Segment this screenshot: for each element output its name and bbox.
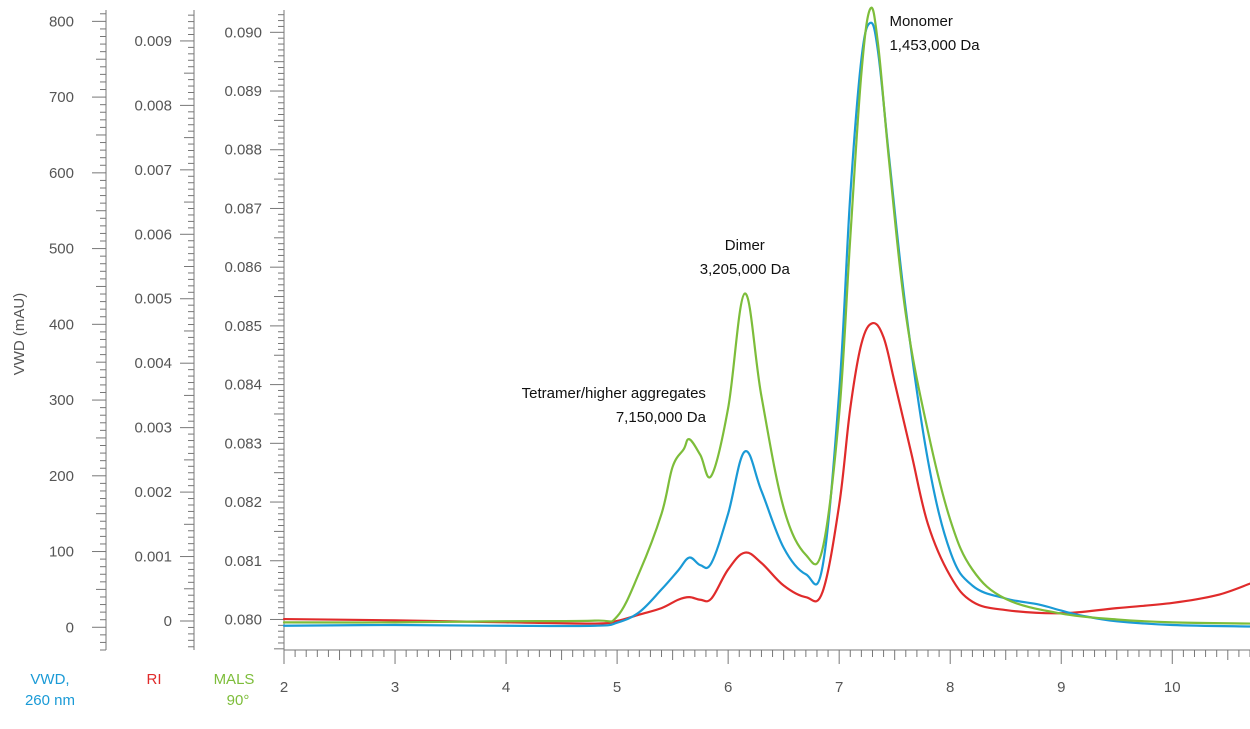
vwd-axis-name-line2: 260 nm — [25, 692, 75, 709]
ri-tick-label: 0.007 — [134, 162, 172, 179]
vwd-axis-title: VWD (mAU) — [11, 293, 28, 376]
vwd-tick-label: 200 — [49, 468, 74, 485]
mals-tick-label: 0.080 — [224, 611, 262, 628]
vwd-tick-label: 800 — [49, 13, 74, 30]
ri-tick-label: 0 — [164, 613, 172, 630]
vwd-axis-name-line1: VWD, — [30, 671, 69, 688]
annotation-monomer-name: Monomer — [889, 13, 952, 30]
annotation-tetramer-mass: 7,150,000 Da — [616, 409, 707, 426]
mals-tick-label: 0.083 — [224, 435, 262, 452]
ri-tick-label: 0.009 — [134, 33, 172, 50]
vwd-tick-label: 300 — [49, 392, 74, 409]
vwd-tick-label: 100 — [49, 544, 74, 561]
x-tick-label: 8 — [946, 679, 954, 696]
ri-tick-label: 0.003 — [134, 420, 172, 437]
mals-axis-name-line1: MALS — [214, 671, 255, 688]
annotation-monomer: Monomer 1,453,000 Da — [889, 13, 980, 54]
vwd-tick-label: 700 — [49, 89, 74, 106]
x-tick-label: 6 — [724, 679, 732, 696]
annotation-tetramer: Tetramer/higher aggregates 7,150,000 Da — [522, 385, 707, 426]
annotation-monomer-mass: 1,453,000 Da — [889, 37, 980, 54]
ri-axis-name: RI — [147, 671, 162, 688]
mals-tick-label: 0.081 — [224, 553, 262, 570]
vwd-series-line — [282, 21, 1250, 628]
ri-tick-label: 0.005 — [134, 291, 172, 308]
mals-tick-label: 0.082 — [224, 494, 262, 511]
mals-axis-name-line2: 90° — [227, 692, 250, 709]
x-tick-label: 7 — [835, 679, 843, 696]
x-tick-label: 9 — [1057, 679, 1065, 696]
ri-tick-label: 0.008 — [134, 97, 172, 114]
mals-tick-label: 0.090 — [224, 24, 262, 41]
x-axis: 2 3 4 5 6 7 8 9 10 — [280, 649, 1250, 696]
annotation-tetramer-name: Tetramer/higher aggregates — [522, 385, 706, 402]
vwd-tick-label: 0 — [66, 619, 74, 636]
series-layer — [282, 6, 1250, 628]
mals-tick-label: 0.085 — [224, 318, 262, 335]
x-tick-label: 3 — [391, 679, 399, 696]
annotation-dimer-mass: 3,205,000 Da — [700, 261, 791, 278]
annotation-dimer: Dimer 3,205,000 Da — [700, 237, 791, 278]
ri-series-line — [282, 321, 1250, 625]
mals-tick-label: 0.086 — [224, 259, 262, 276]
x-tick-label: 10 — [1164, 679, 1181, 696]
vwd-tick-label: 400 — [49, 316, 74, 333]
ri-tick-label: 0.002 — [134, 484, 172, 501]
mals-tick-label: 0.088 — [224, 142, 262, 159]
annotation-dimer-name: Dimer — [725, 237, 765, 254]
ri-tick-label: 0.004 — [134, 355, 172, 372]
ri-axis: 0 0.001 0.002 0.003 0.004 0.005 0.006 0.007 0.00… — [134, 10, 195, 650]
x-tick-label: 5 — [613, 679, 621, 696]
x-tick-label: 4 — [502, 679, 510, 696]
mals-axis: 0.080 0.081 0.082 0.083 0.084 0.085 0.086 0.087… — [224, 10, 285, 650]
x-tick-label: 2 — [280, 679, 288, 696]
vwd-tick-label: 600 — [49, 165, 74, 182]
mals-tick-label: 0.084 — [224, 377, 262, 394]
mals-series-line — [282, 6, 1250, 625]
mals-tick-label: 0.089 — [224, 83, 262, 100]
vwd-axis: 0 100 200 300 400 500 600 700 800 — [49, 10, 107, 651]
mals-tick-label: 0.087 — [224, 200, 262, 217]
ri-tick-label: 0.006 — [134, 226, 172, 243]
ri-tick-label: 0.001 — [134, 549, 172, 566]
vwd-tick-label: 500 — [49, 241, 74, 258]
